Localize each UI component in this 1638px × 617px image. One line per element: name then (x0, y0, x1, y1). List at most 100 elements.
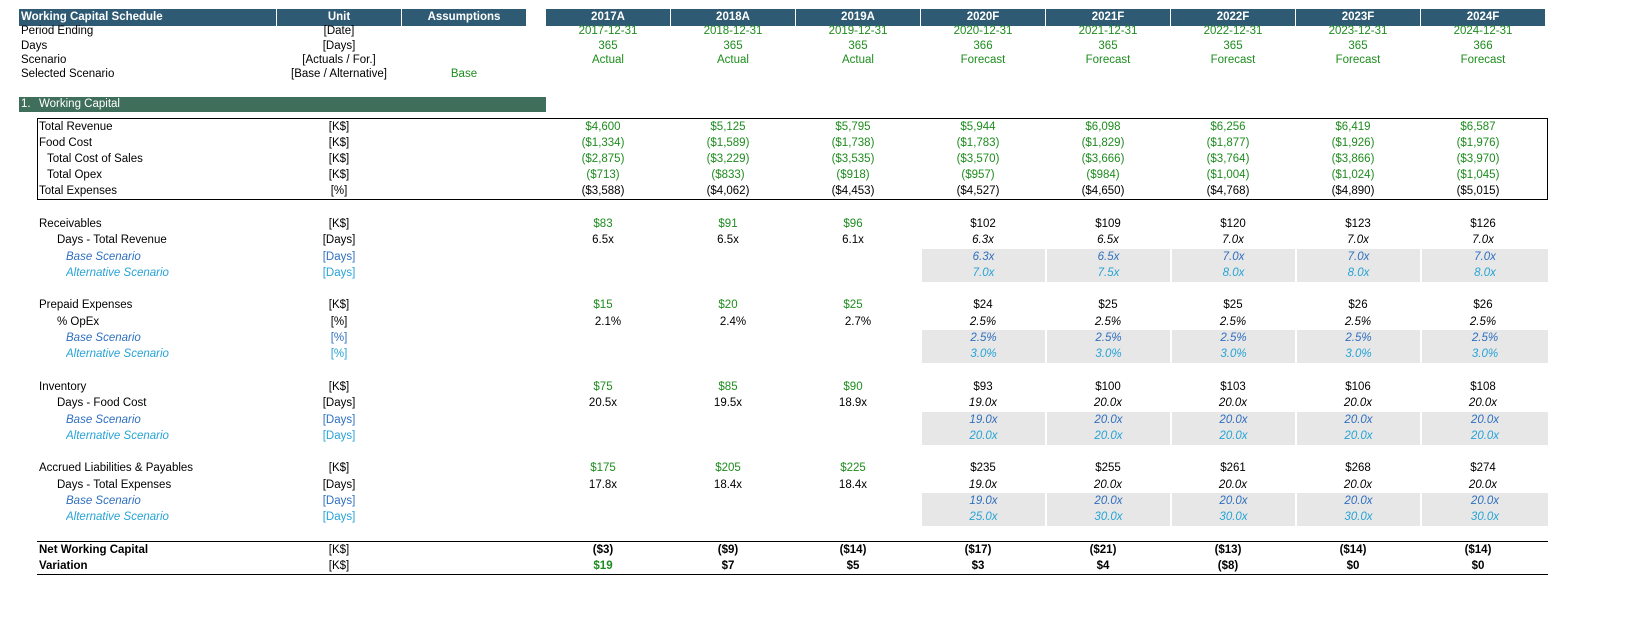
days-cell[interactable]: 365 (598, 40, 618, 52)
value-cell[interactable]: 2.7% (844, 316, 872, 328)
value-cell[interactable]: $19 (593, 560, 613, 572)
row-label[interactable]: Total Expenses (39, 185, 117, 197)
days-cell[interactable]: 366 (973, 40, 993, 52)
input-cell[interactable]: 7.0x (922, 265, 1045, 282)
value-cell[interactable]: 19.0x (968, 479, 998, 491)
input-cell[interactable]: 2.5% (1422, 330, 1548, 347)
value-cell[interactable]: ($4,062) (706, 185, 750, 197)
scenario-cell[interactable]: Forecast (960, 54, 1006, 66)
input-cell[interactable]: 7.0x (1422, 249, 1548, 266)
value-cell[interactable]: ($1,829) (1081, 137, 1125, 149)
value-cell[interactable]: ($3,570) (956, 153, 1000, 165)
value-cell[interactable]: $15 (593, 299, 613, 311)
row-unit[interactable]: [%] (330, 185, 348, 197)
input-cell[interactable]: 20.0x (1172, 412, 1295, 429)
input-cell[interactable]: 20.0x (1422, 493, 1548, 510)
row-unit[interactable]: [%] (330, 348, 348, 360)
days-cell[interactable]: 365 (1348, 40, 1368, 52)
value-cell[interactable]: ($1,334) (581, 137, 625, 149)
period-cell[interactable]: 2022-12-31 (1203, 25, 1263, 37)
year-header[interactable]: 2022F (1171, 9, 1295, 26)
year-header[interactable]: 2021F (1046, 9, 1170, 26)
row-unit[interactable]: [Days] (322, 511, 356, 523)
value-cell[interactable]: 6.5x (1097, 234, 1119, 246)
value-cell[interactable]: 20.0x (1218, 479, 1248, 491)
value-cell[interactable]: ($4,768) (1206, 185, 1250, 197)
input-cell[interactable]: 8.0x (1297, 265, 1420, 282)
input-cell[interactable]: 20.0x (1172, 493, 1295, 510)
value-cell[interactable]: ($3,229) (706, 153, 750, 165)
value-cell[interactable]: ($3) (592, 544, 614, 556)
value-cell[interactable]: $0 (1471, 560, 1485, 572)
value-cell[interactable]: $235 (970, 462, 996, 474)
value-cell[interactable]: ($21) (1089, 544, 1117, 556)
value-cell[interactable]: $106 (1345, 381, 1371, 393)
value-cell[interactable]: $7 (721, 560, 735, 572)
input-cell[interactable]: 19.0x (922, 493, 1045, 510)
row-unit[interactable]: [%] (330, 332, 348, 344)
row-unit[interactable]: [K$] (328, 560, 350, 572)
scenario-cell[interactable]: Forecast (1085, 54, 1131, 66)
value-cell[interactable]: 7.0x (1222, 234, 1244, 246)
row-label[interactable]: Base Scenario (66, 332, 141, 344)
row-unit[interactable]: [K$] (328, 218, 350, 230)
input-cell[interactable]: 30.0x (1172, 509, 1295, 526)
value-cell[interactable]: ($1,877) (1206, 137, 1250, 149)
value-cell[interactable]: $6,419 (1335, 121, 1371, 133)
input-cell[interactable]: 25.0x (922, 509, 1045, 526)
row-unit[interactable]: [Base / Alternative] (291, 68, 387, 80)
row-label[interactable]: Alternative Scenario (66, 267, 169, 279)
period-cell[interactable]: 2023-12-31 (1328, 25, 1388, 37)
value-cell[interactable]: 20.0x (1468, 479, 1498, 491)
value-cell[interactable]: $255 (1095, 462, 1121, 474)
value-cell[interactable]: $5,944 (960, 121, 996, 133)
input-cell[interactable]: 3.0% (1422, 346, 1548, 363)
period-cell[interactable]: 2019-12-31 (828, 25, 888, 37)
value-cell[interactable]: $20 (718, 299, 738, 311)
value-cell[interactable]: 20.0x (1093, 479, 1123, 491)
input-cell[interactable]: 3.0% (1047, 346, 1170, 363)
period-cell[interactable]: 2017-12-31 (578, 25, 638, 37)
scenario-cell[interactable]: Forecast (1335, 54, 1381, 66)
input-cell[interactable]: 30.0x (1297, 509, 1420, 526)
value-cell[interactable]: 6.3x (972, 234, 994, 246)
value-cell[interactable]: $0 (1346, 560, 1360, 572)
input-cell[interactable]: 2.5% (922, 330, 1045, 347)
value-cell[interactable]: ($9) (717, 544, 739, 556)
section-title[interactable]: Working Capital (39, 98, 120, 110)
row-unit[interactable]: [Actuals / For.] (302, 54, 376, 66)
input-cell[interactable]: 20.0x (1047, 412, 1170, 429)
value-cell[interactable]: $91 (718, 218, 738, 230)
row-unit[interactable]: [K$] (328, 462, 350, 474)
period-cell[interactable]: 2021-12-31 (1078, 25, 1138, 37)
value-cell[interactable]: $109 (1095, 218, 1121, 230)
value-cell[interactable]: $93 (973, 381, 993, 393)
year-header[interactable]: 2023F (1296, 9, 1420, 26)
row-unit[interactable]: [Days] (322, 430, 356, 442)
value-cell[interactable]: 2.5% (1344, 316, 1372, 328)
input-cell[interactable]: 6.3x (922, 249, 1045, 266)
scenario-cell[interactable]: Forecast (1460, 54, 1506, 66)
period-cell[interactable]: 2018-12-31 (703, 25, 763, 37)
row-unit[interactable]: [Days] (322, 234, 356, 246)
value-cell[interactable]: $108 (1470, 381, 1496, 393)
value-cell[interactable]: 18.9x (838, 397, 868, 409)
row-unit[interactable]: [K$] (328, 153, 350, 165)
row-label[interactable]: Food Cost (39, 137, 93, 149)
period-cell[interactable]: 2024-12-31 (1453, 25, 1513, 37)
row-unit[interactable]: [Days] (322, 495, 356, 507)
value-cell[interactable]: ($4,527) (956, 185, 1000, 197)
input-cell[interactable]: 20.0x (1297, 428, 1420, 445)
value-cell[interactable]: $3 (971, 560, 985, 572)
value-cell[interactable]: ($3,866) (1331, 153, 1375, 165)
row-label[interactable]: Days - Food Cost (57, 397, 147, 409)
row-label[interactable]: Total Cost of Sales (47, 153, 143, 165)
value-cell[interactable]: $6,098 (1085, 121, 1121, 133)
row-label[interactable]: Base Scenario (66, 414, 141, 426)
row-unit[interactable]: [Days] (322, 414, 356, 426)
row-label[interactable]: Days (21, 40, 48, 52)
row-label[interactable]: Alternative Scenario (66, 348, 169, 360)
input-cell[interactable]: 6.5x (1047, 249, 1170, 266)
value-cell[interactable]: $25 (1223, 299, 1243, 311)
row-label[interactable]: Days - Total Revenue (57, 234, 167, 246)
